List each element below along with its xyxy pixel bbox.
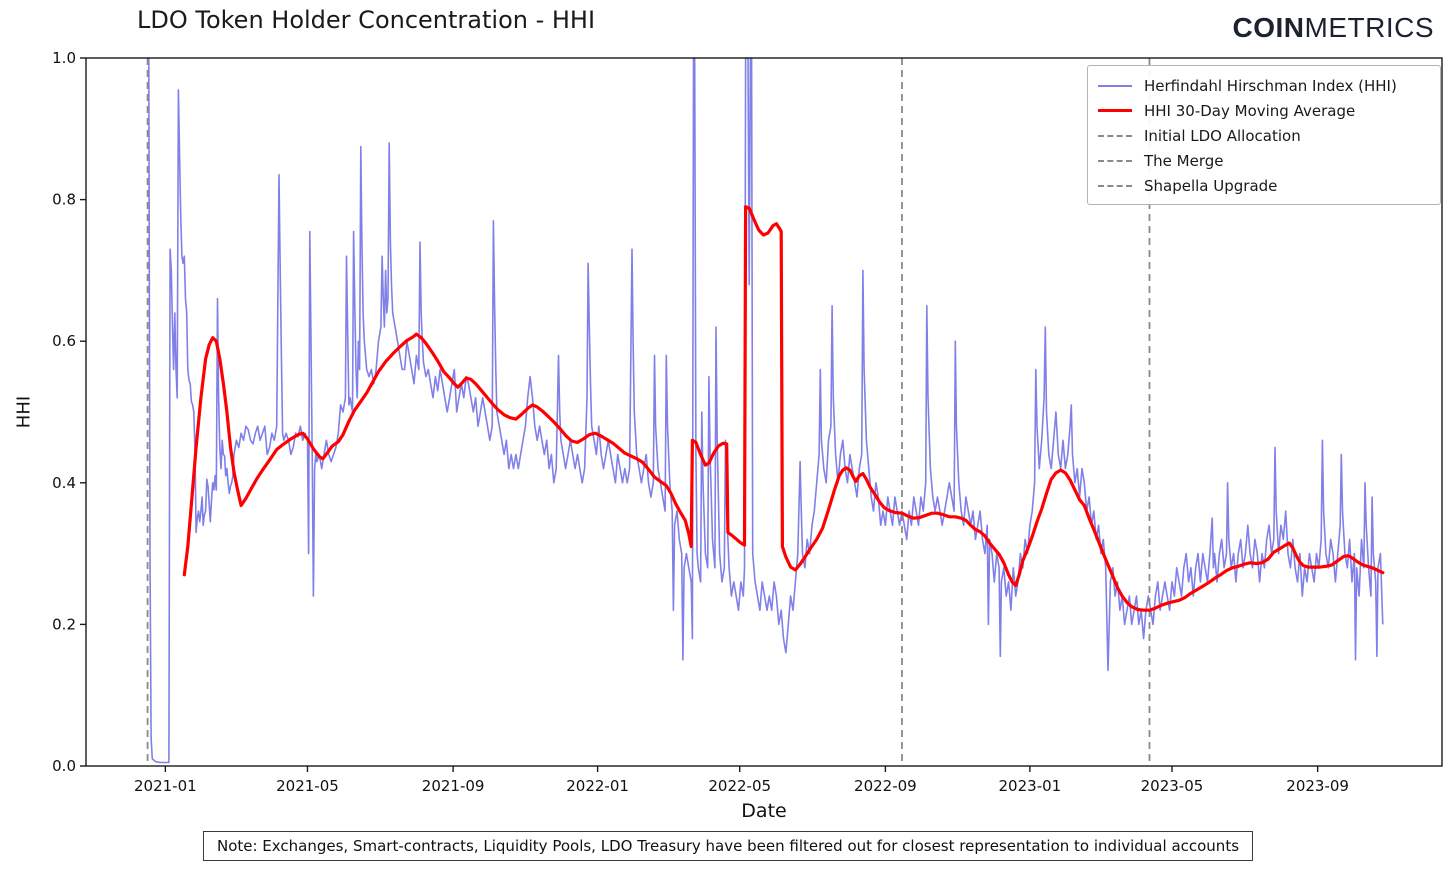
dashed-line-swatch-icon [1098,159,1132,162]
y-tick-label-3: 0.6 [52,332,76,350]
x-tick-label-5: 2022-09 [854,777,917,795]
y-axis-label: HHI [13,395,35,429]
legend-item-label: HHI 30-Day Moving Average [1144,101,1356,120]
dashed-line-swatch-icon [1098,184,1132,187]
legend-item-label: Herfindahl Hirschman Index (HHI) [1144,76,1397,95]
legend-item-label: Initial LDO Allocation [1144,126,1301,145]
legend-item: Shapella Upgrade [1098,173,1430,198]
dashed-line-swatch-icon [1098,134,1132,137]
hhi-line-swatch-icon [1098,84,1132,87]
logo-metrics: METRICS [1304,12,1434,43]
x-tick-label-1: 2021-05 [276,777,339,795]
ma-series-line [182,205,1385,612]
legend-item-label: Shapella Upgrade [1144,176,1278,195]
note-box: Note: Exchanges, Smart-contracts, Liquid… [202,831,1254,861]
y-tick-label-2: 0.4 [52,474,76,492]
x-tick-label-4: 2022-05 [708,777,771,795]
x-axis-label: Date [741,800,787,822]
x-tick-label-3: 2022-01 [566,777,629,795]
x-tick-label-6: 2023-01 [999,777,1062,795]
legend-item-label: The Merge [1144,151,1224,170]
x-tick-label-7: 2023-05 [1141,777,1204,795]
legend-item: HHI 30-Day Moving Average [1098,98,1430,123]
x-tick-label-0: 2021-01 [134,777,197,795]
page-title: LDO Token Holder Concentration - HHI [137,6,596,34]
plot-frame [85,57,1443,767]
legend-item: Initial LDO Allocation [1098,123,1430,148]
x-tick-label-2: 2021-09 [422,777,485,795]
legend-item: Herfindahl Hirschman Index (HHI) [1098,73,1430,98]
logo-coin: COIN [1232,12,1305,43]
y-tick-label-0: 0.0 [52,757,76,775]
coinmetrics-logo: COINMETRICS [1233,12,1435,44]
hhi-series-line [147,57,1384,764]
y-tick-label-1: 0.2 [52,615,76,633]
legend-item: The Merge [1098,148,1430,173]
y-tick-label-4: 0.8 [52,191,76,209]
legend: Herfindahl Hirschman Index (HHI) HHI 30-D… [1087,65,1441,205]
ma-line-swatch-icon [1098,109,1132,112]
y-tick-label-5: 1.0 [52,49,76,67]
x-tick-label-8: 2023-09 [1286,777,1349,795]
